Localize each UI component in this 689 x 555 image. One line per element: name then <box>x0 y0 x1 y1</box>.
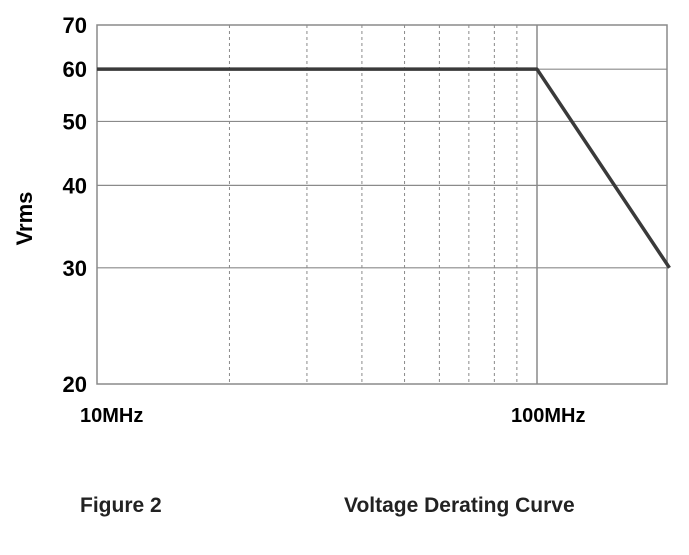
y-tick-label-60: 60 <box>63 57 87 82</box>
plot-frame <box>96 24 668 385</box>
figure-label: Figure 2 <box>80 494 162 517</box>
figure-title: Voltage Derating Curve <box>344 494 575 517</box>
y-tick-label-40: 40 <box>63 173 87 198</box>
y-tick-label-50: 50 <box>63 109 87 134</box>
x-tick-label-10mhz: 10MHz <box>80 405 144 427</box>
plot-border <box>96 24 668 385</box>
series-lines <box>97 67 671 269</box>
x-tick-label-100mhz: 100MHz <box>511 405 586 427</box>
grid-lines <box>97 25 667 384</box>
series-line-0 <box>97 67 671 269</box>
y-tick-label-70: 70 <box>63 13 87 38</box>
y-axis-label: Vrms <box>12 192 37 246</box>
y-tick-labels: 20 30 40 50 60 70 <box>63 13 87 397</box>
y-tick-label-20: 20 <box>63 372 87 397</box>
y-tick-label-30: 30 <box>63 256 87 281</box>
